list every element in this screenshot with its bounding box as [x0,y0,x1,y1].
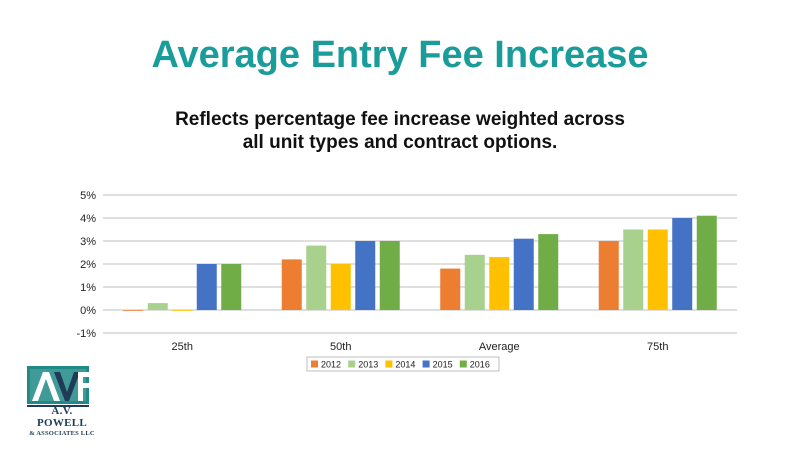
bar-2012-average [440,268,461,310]
x-tick-label: 25th [172,341,193,353]
bar-2015-50th [355,241,376,310]
company-logo-icon [27,366,96,407]
y-tick-label: 1% [80,282,96,294]
y-tick-label: 2% [80,259,96,271]
legend-swatch [311,360,318,368]
bar-2013-50th [306,245,327,310]
bar-2016-50th [379,241,400,310]
y-tick-label: 5% [80,190,96,202]
bar-2013-average [464,254,485,310]
bar-2014-75th [647,229,668,310]
bar-2015-average [513,238,534,310]
legend-swatch [385,360,393,368]
bar-2013-75th [623,229,644,310]
bar-2012-50th [281,259,302,310]
legend-label: 2016 [470,360,490,370]
logo-company-sub: & ASSOCIATES LLC [29,430,95,437]
legend-label: 2015 [433,360,453,370]
slide-subtitle: Reflects percentage fee increase weighte… [0,108,800,154]
bar-2016-75th [696,215,717,310]
bar-2014-50th [330,264,351,310]
bar-2012-25th [123,310,144,311]
slide-title: Average Entry Fee Increase [151,34,649,76]
y-tick-label: -1% [76,328,96,340]
x-tick-label: 50th [330,341,351,353]
bar-2016-average [538,234,559,310]
x-tick-label: Average [479,341,520,353]
legend-swatch [422,360,430,368]
logo-text: A.V. POWELL & ASSOCIATES LLC [26,405,98,438]
subtitle-line-1: Reflects percentage fee increase weighte… [175,109,625,130]
legend-swatch [459,360,467,368]
bar-2016-25th [221,264,242,310]
x-tick-label: 75th [647,341,668,353]
subtitle-line-2: all unit types and contract options. [242,132,558,153]
bar-2013-25th [147,303,168,310]
legend-swatch [348,360,356,368]
legend-label: 2014 [395,360,415,370]
bar-2015-75th [672,218,693,310]
legend-label: 2012 [321,360,341,370]
legend-label: 2013 [358,360,378,370]
bar-2014-25th [172,310,193,311]
bar-2014-average [489,257,510,310]
logo-company-name: A.V. POWELL [36,405,88,429]
y-tick-label: 4% [80,213,96,225]
bar-2012-75th [598,241,619,310]
bar-2015-25th [196,264,217,310]
y-tick-label: 0% [80,305,96,317]
y-tick-label: 3% [80,236,96,248]
